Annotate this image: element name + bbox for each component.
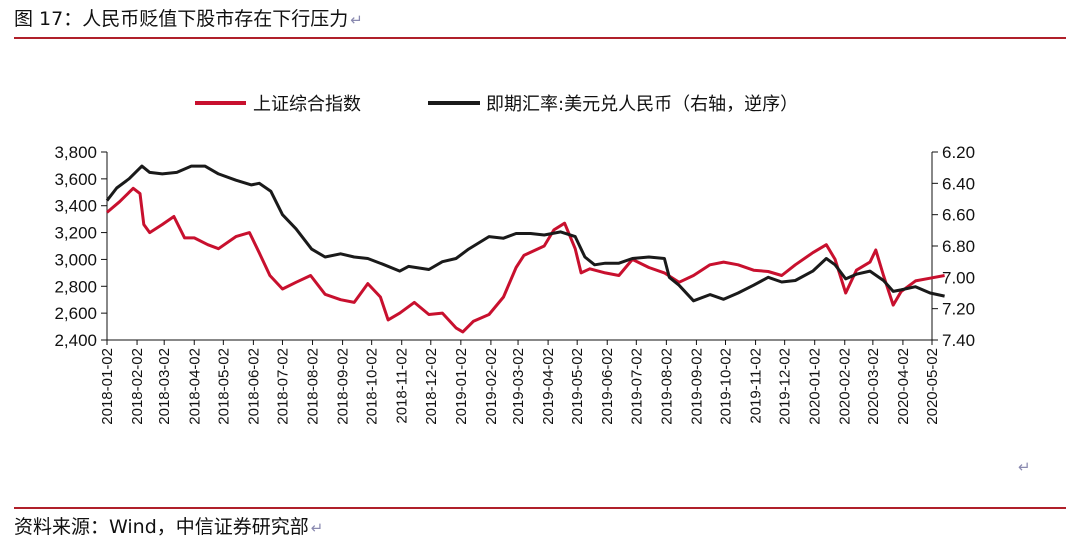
x-tick-label: 2018-05-02 <box>215 348 232 425</box>
chart-axes: 2,400 2,600 2,800 3,000 3,200 3,400 3,600 3,800… <box>54 143 975 425</box>
chart-legend: 上证综合指数 即期汇率:美元兑人民币（右轴，逆序） <box>195 94 798 115</box>
x-tick-label: 2020-03-02 <box>865 348 882 425</box>
left-tick-label: 3,200 <box>54 224 97 243</box>
chart-plot <box>105 164 945 334</box>
x-tick-label: 2019-07-02 <box>628 348 645 425</box>
x-tick-label: 2018-11-02 <box>394 348 411 424</box>
right-tick-label: 7.40 <box>942 331 975 350</box>
right-tick-label: 6.20 <box>942 143 975 162</box>
legend-label-fx: 即期汇率:美元兑人民币（右轴，逆序） <box>486 94 798 115</box>
x-tick-label: 2018-04-02 <box>186 348 203 425</box>
x-tick-label: 2018-06-02 <box>245 348 262 425</box>
x-tick-label: 2020-04-02 <box>895 348 912 425</box>
x-tick-label: 2018-09-02 <box>335 348 352 425</box>
x-tick-label: 2019-02-02 <box>483 348 500 425</box>
x-tick-label: 2018-03-02 <box>156 348 173 425</box>
x-tick-label: 2019-08-02 <box>658 348 675 425</box>
right-tick-label: 6.40 <box>942 174 975 193</box>
right-tick-label: 6.80 <box>942 237 975 256</box>
left-tick-label: 2,800 <box>54 277 97 296</box>
paragraph-mark-icon: ↵ <box>310 519 324 537</box>
left-tick-label: 3,400 <box>54 197 97 216</box>
left-tick-label: 2,400 <box>54 331 97 350</box>
right-tick-label: 7.00 <box>942 268 975 287</box>
title-rule <box>14 37 1066 39</box>
paragraph-mark-icon: ↵ <box>1018 458 1031 476</box>
chart-area: 上证综合指数 即期汇率:美元兑人民币（右轴，逆序） 2,400 2,600 2,80… <box>54 94 975 425</box>
x-tick-label: 2018-07-02 <box>274 348 291 425</box>
x-tick-label: 2019-09-02 <box>688 348 705 425</box>
x-tick-label: 2019-10-02 <box>718 348 735 425</box>
x-tick-label: 2020-01-02 <box>807 348 824 425</box>
x-tick-label: 2019-04-02 <box>540 348 557 425</box>
x-tick-label: 2019-11-02 <box>748 348 765 424</box>
legend-label-shanghai: 上证综合指数 <box>253 94 361 115</box>
left-tick-label: 3,600 <box>54 170 97 189</box>
left-tick-label: 3,800 <box>54 143 97 162</box>
series-line-fx <box>105 164 945 303</box>
x-tick-label: 2020-05-02 <box>924 348 941 425</box>
x-tick-label: 2020-02-02 <box>837 348 854 425</box>
paragraph-mark-icon: ↵ <box>350 11 363 29</box>
left-tick-label: 2,600 <box>54 304 97 323</box>
x-tick-label: 2019-05-02 <box>569 348 586 425</box>
right-tick-label: 7.20 <box>942 300 975 319</box>
x-tick-label: 2018-01-02 <box>99 348 116 425</box>
right-tick-label: 6.60 <box>942 206 975 225</box>
x-tick-label: 2018-10-02 <box>364 348 381 425</box>
x-tick-label: 2019-01-02 <box>453 348 470 425</box>
figure-title: 图 17：人民币贬值下股市存在下行压力 ↵ <box>14 8 363 30</box>
x-tick-label: 2019-12-02 <box>777 348 794 425</box>
x-tick-label: 2019-03-02 <box>510 348 527 425</box>
x-tick-label: 2018-08-02 <box>305 348 322 425</box>
source-rule <box>14 507 1066 509</box>
x-tick-label: 2019-06-02 <box>599 348 616 425</box>
series-line-shanghai <box>106 186 945 334</box>
left-tick-label: 3,000 <box>54 250 97 269</box>
x-tick-label: 2018-02-02 <box>129 348 146 425</box>
source-note: 资料来源：Wind，中信证券研究部 ↵ <box>14 516 324 538</box>
x-tick-label: 2018-12-02 <box>423 348 440 425</box>
